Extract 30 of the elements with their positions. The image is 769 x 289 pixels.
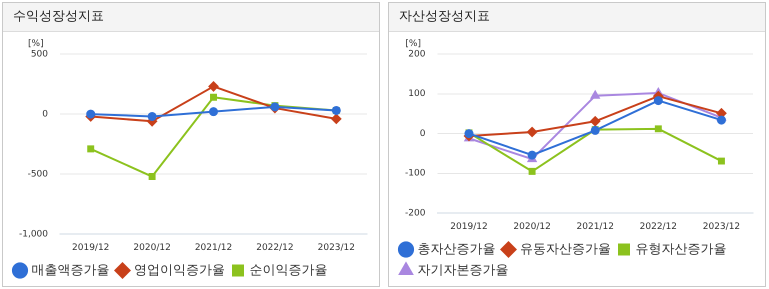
y-tick-label: 0 [42, 109, 48, 120]
y-tick-label: 200 [408, 49, 426, 60]
y-tick-label: 500 [30, 49, 48, 60]
y-tick-label: -1,000 [18, 230, 48, 240]
x-tick-label: 2021/12 [576, 222, 614, 232]
x-tick-label: 2023/12 [318, 242, 355, 253]
x-tick-label: 2023/12 [702, 222, 740, 232]
x-tick-label: 2019/12 [450, 222, 488, 232]
x-tick-label: 2020/12 [133, 242, 171, 253]
legend-label: 유동자산증가율 [520, 242, 611, 257]
y-tick-label: 100 [408, 89, 426, 100]
legend-label: 자기자본증가율 [418, 262, 508, 278]
y-axis-title: [%] [28, 38, 44, 49]
chart-title: 수익성장성지표 [3, 3, 379, 32]
legend-label: 순이익증가율 [250, 262, 328, 278]
x-tick-label: 2021/12 [194, 242, 232, 253]
legend-label: 총자산증가율 [418, 242, 496, 257]
x-tick-label: 2022/12 [640, 222, 678, 232]
y-tick-label: -200 [404, 208, 426, 219]
chart-title: 자산성장성지표 [389, 3, 765, 32]
legend-label: 영업이익증가율 [134, 262, 225, 278]
x-tick-label: 2019/12 [72, 242, 110, 253]
y-tick-label: 0 [420, 128, 426, 139]
y-tick-label: -100 [404, 168, 426, 179]
legend-label: 유형자산증가율 [636, 242, 726, 257]
y-axis-title: [%] [405, 38, 422, 49]
x-tick-label: 2020/12 [513, 222, 551, 232]
legend-label: 매출액증가율 [32, 262, 110, 278]
y-tick-label: -500 [28, 169, 48, 180]
x-tick-label: 2022/12 [256, 242, 294, 253]
